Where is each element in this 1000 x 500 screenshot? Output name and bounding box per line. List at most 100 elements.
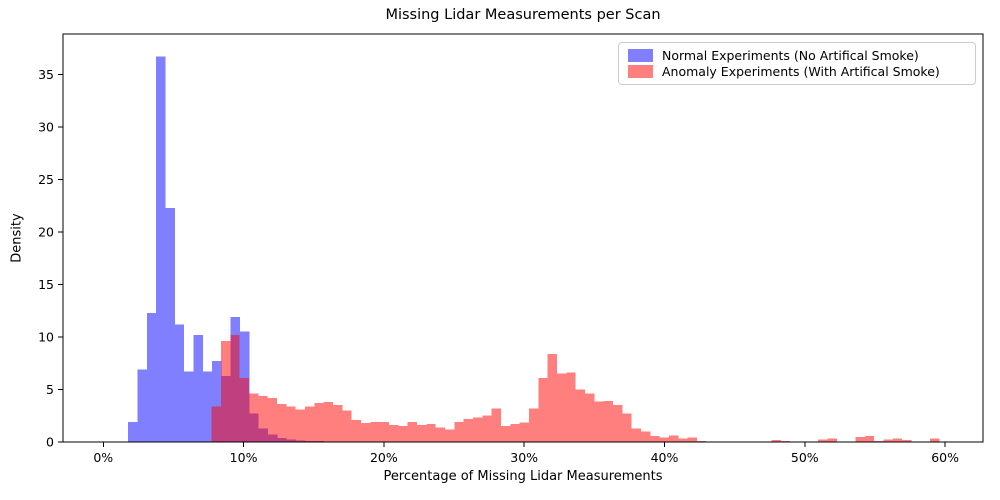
y-tick-label: 30 — [38, 119, 54, 134]
histogram-bar — [184, 371, 194, 442]
histogram-bar — [398, 426, 408, 442]
histogram-bar — [855, 436, 865, 442]
histogram-bar — [305, 406, 315, 442]
histogram-bar — [594, 401, 604, 442]
x-tick-label: 50% — [791, 450, 819, 465]
histogram-bar — [258, 395, 268, 442]
histogram-bar — [174, 324, 185, 442]
histogram-bar — [146, 312, 157, 442]
histogram-bar — [212, 361, 222, 442]
histogram-bar — [361, 423, 371, 442]
y-tick-label: 20 — [38, 224, 54, 239]
histogram-bar — [239, 377, 250, 442]
histogram-bar — [426, 424, 436, 442]
histogram-bar — [137, 369, 147, 442]
legend: Normal Experiments (No Artifical Smoke) … — [618, 42, 976, 85]
x-tick-label: 0% — [93, 450, 113, 465]
histogram-bar — [575, 389, 585, 442]
axes-frame — [62, 33, 984, 443]
histogram-bar — [519, 422, 529, 442]
histogram-bar — [491, 408, 501, 442]
histogram-bar — [631, 428, 641, 442]
histogram-bar — [818, 439, 828, 442]
histogram-bar — [640, 431, 651, 442]
histogram-bar — [444, 429, 455, 442]
y-axis-label: Density — [9, 213, 25, 263]
anomaly-series-swatch-icon — [628, 65, 653, 78]
histogram-bar — [128, 422, 138, 442]
histogram-bar — [603, 401, 613, 442]
histogram-bar — [417, 425, 427, 442]
histogram-bar — [659, 437, 669, 442]
histogram-bar — [566, 372, 576, 442]
histogram-bar — [221, 341, 231, 442]
histogram-bar — [472, 417, 483, 442]
histogram-bar — [584, 393, 595, 442]
histogram-bar — [314, 403, 324, 442]
histogram-bar — [463, 418, 473, 442]
histogram-bar — [827, 438, 837, 442]
y-tick-label: 10 — [38, 329, 54, 344]
histogram-bar — [510, 424, 520, 442]
chart-title: Missing Lidar Measurements per Scan — [385, 7, 661, 23]
histogram-bar — [342, 410, 352, 442]
histogram-bar — [892, 438, 903, 442]
histogram-bar — [267, 397, 278, 442]
y-tick-label: 35 — [38, 67, 54, 82]
histogram-bar — [902, 440, 912, 442]
histogram-bar — [612, 405, 623, 442]
histogram-bar — [379, 422, 390, 442]
histogram-bar — [528, 408, 539, 442]
histogram-bar — [323, 402, 334, 442]
x-tick-label: 60% — [931, 450, 959, 465]
histogram-bar — [156, 56, 166, 442]
histogram-bar — [351, 419, 362, 442]
histogram-bar — [883, 439, 893, 442]
y-tick-label: 15 — [38, 277, 54, 292]
histogram-bar — [482, 415, 492, 442]
histogram-bar — [500, 426, 511, 442]
histogram-bar — [211, 406, 222, 442]
x-tick-label: 30% — [510, 450, 538, 465]
normal-series-swatch-icon — [628, 49, 653, 62]
histogram-bar — [295, 409, 306, 442]
y-tick-label: 0 — [46, 435, 54, 450]
legend-item-normal: Normal Experiments (No Artifical Smoke) — [628, 48, 966, 63]
histogram-bar — [202, 371, 213, 442]
legend-item-label: Normal Experiments (No Artifical Smoke) — [662, 48, 919, 63]
legend-item-anomaly: Anomaly Experiments (With Artifical Smok… — [628, 64, 966, 79]
legend-item-label: Anomaly Experiments (With Artifical Smok… — [662, 64, 940, 79]
histogram-bar — [556, 373, 567, 442]
histogram-bar — [678, 438, 688, 442]
histogram-bar — [454, 422, 464, 442]
histogram-bar — [277, 404, 287, 442]
histogram-bar — [930, 438, 940, 442]
y-tick-label: 5 — [46, 382, 54, 397]
histogram-bar — [333, 405, 343, 442]
histogram-bar — [696, 440, 707, 442]
histogram-bar — [193, 334, 203, 442]
histogram-bar — [165, 207, 175, 442]
histogram-bar — [622, 413, 632, 442]
x-tick-label: 20% — [370, 450, 398, 465]
histogram-bar — [547, 353, 557, 442]
histogram-bar — [286, 406, 296, 442]
histogram-bar — [538, 377, 548, 442]
histogram-bar — [650, 436, 660, 442]
histogram-bar — [249, 393, 259, 442]
x-tick-label: 10% — [230, 450, 258, 465]
histogram-bar — [435, 427, 445, 442]
histogram-bar — [668, 435, 679, 442]
histogram-bar — [687, 437, 697, 442]
x-tick-label: 40% — [651, 450, 679, 465]
y-tick-label: 25 — [38, 172, 54, 187]
histogram-bar — [771, 440, 781, 442]
histogram-bar — [407, 422, 417, 442]
histogram-bar — [780, 440, 791, 442]
x-axis-label: Percentage of Missing Lidar Measurements — [383, 469, 663, 484]
histogram-bar — [874, 440, 884, 442]
histogram-bar — [864, 436, 875, 442]
series-1-bars — [211, 334, 940, 442]
